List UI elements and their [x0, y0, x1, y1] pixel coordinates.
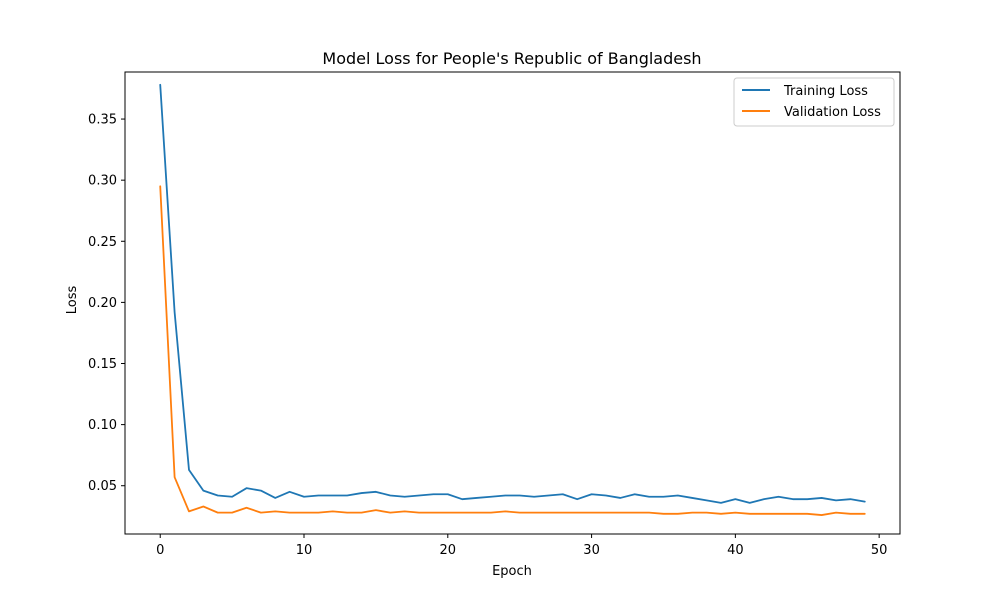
- y-tick-label: 0.30: [88, 174, 117, 189]
- y-tick-label: 0.20: [88, 296, 117, 311]
- x-tick-label: 40: [727, 543, 744, 558]
- y-tick-label: 0.15: [88, 357, 117, 372]
- x-tick-label: 50: [871, 543, 888, 558]
- x-tick-label: 30: [583, 543, 600, 558]
- legend: Training Loss Validation Loss: [733, 77, 895, 127]
- plot-frame: [124, 71, 901, 535]
- x-tick-label: 20: [440, 543, 457, 558]
- x-axis-label: Epoch: [492, 564, 532, 579]
- x-tick-label: 10: [296, 543, 313, 558]
- y-tick-label: 0.10: [88, 418, 117, 433]
- y-tick-label: 0.05: [88, 479, 117, 494]
- y-axis: 0.05 0.10 0.15 0.20 0.25 0.30 0.35: [88, 113, 125, 494]
- series-line-training-loss: [159, 83, 866, 504]
- y-tick-label: 0.25: [88, 235, 117, 250]
- legend-box: [733, 77, 895, 127]
- series-line-validation-loss: [159, 185, 866, 516]
- y-axis-label: Loss: [65, 286, 80, 315]
- legend-label-training: Training Loss: [783, 84, 868, 99]
- x-tick-label: 0: [156, 543, 164, 558]
- y-tick-label: 0.35: [88, 113, 117, 128]
- x-axis: 0 10 20 30 40 50: [156, 534, 887, 558]
- legend-label-validation: Validation Loss: [784, 105, 881, 120]
- plot-area: [159, 83, 866, 516]
- chart-title: Model Loss for People's Republic of Bang…: [322, 49, 701, 68]
